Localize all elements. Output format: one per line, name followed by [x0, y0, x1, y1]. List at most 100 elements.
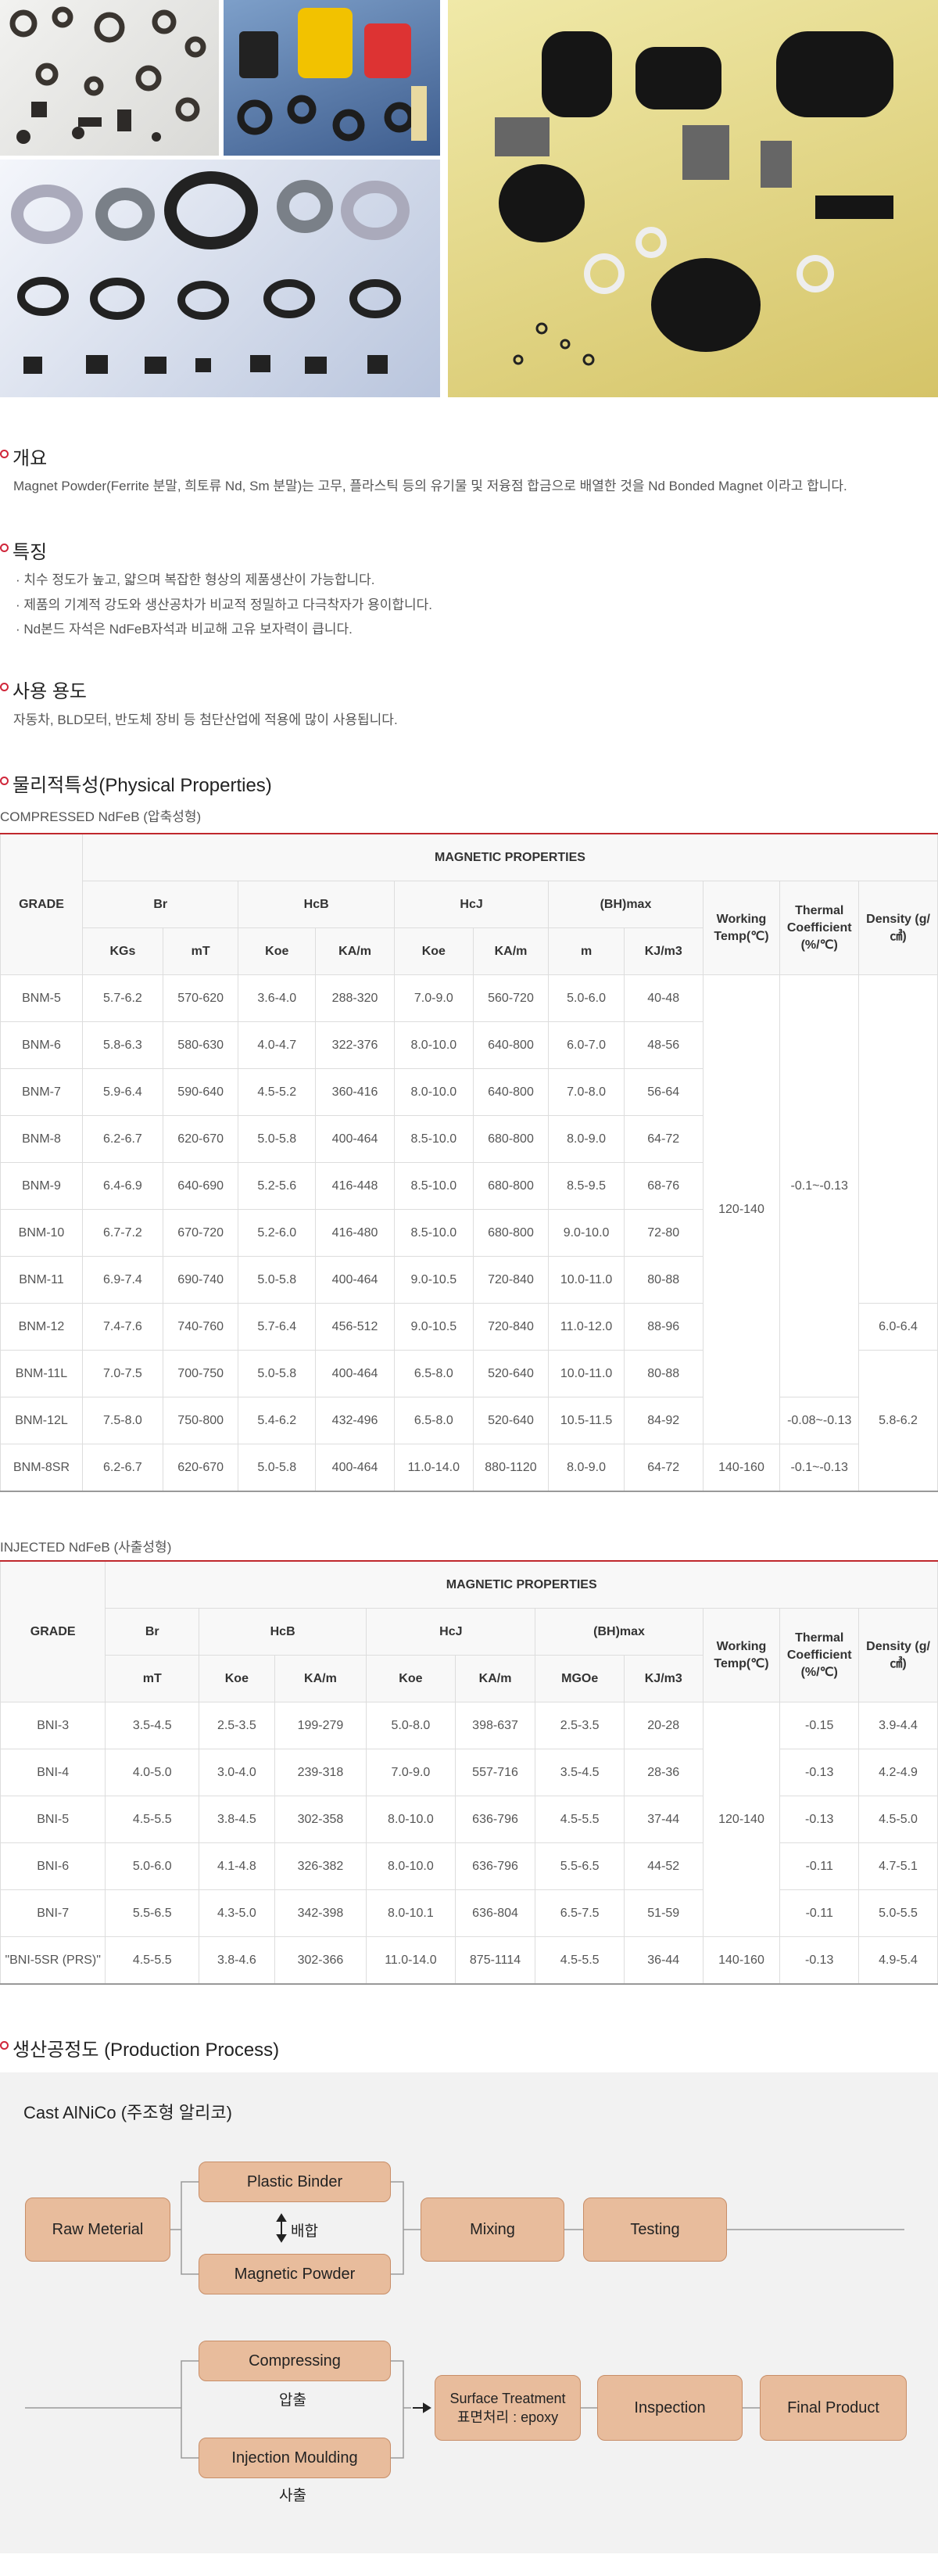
feature-item: · 제품의 기계적 강도와 생산공차가 비교적 정밀하고 다극착자가 용이합니다… — [16, 597, 433, 612]
header-cell: Thermal Coefficient (%/℃) — [779, 1608, 860, 1702]
value-cell: 8.5-10.0 — [393, 1162, 474, 1210]
value-cell: 7.0-8.0 — [548, 1068, 625, 1116]
value-cell: 5.0-8.0 — [366, 1702, 456, 1749]
value-cell: 51-59 — [623, 1889, 704, 1937]
value-cell: 6.9-7.4 — [81, 1256, 163, 1304]
value-cell: 4.5-5.0 — [858, 1796, 938, 1843]
header-row: GRADE MAGNETIC PROPERTIES — [0, 833, 938, 975]
table-body: BNM-5 5.7-6.2 570-620 3.6-4.0 288-320 7.0-9.0… — [0, 974, 938, 1492]
value-cell: 5.4-6.2 — [238, 1397, 317, 1444]
data-row: BNM-10 6.7-7.2 670-720 5.2-6.0 416-480 8.5-10… — [0, 1209, 938, 1257]
value-cell — [858, 974, 938, 1304]
value-cell: 7.5-8.0 — [81, 1397, 163, 1444]
value-cell: 7.0-9.0 — [366, 1749, 456, 1796]
value-cell: 520-640 — [472, 1350, 550, 1397]
process-step: Raw Meterial — [25, 2197, 170, 2262]
value-cell: 5.8-6.3 — [81, 1021, 163, 1069]
header-row: Br HcB HcJ (BH)max Working Temp(℃) Thermal Co… — [1, 1608, 938, 1702]
value-cell: 4.5-5.5 — [535, 1796, 625, 1843]
value-cell: 84-92 — [623, 1397, 704, 1444]
value-cell: 140-160 — [702, 1936, 781, 1985]
value-cell: 6.5-7.5 — [535, 1889, 625, 1937]
value-cell: 9.0-10.5 — [393, 1256, 474, 1304]
process-label: 압출 — [279, 2392, 306, 2409]
header-cell: GRADE — [0, 833, 83, 975]
photo-art — [495, 31, 893, 366]
value-cell: -0.15 — [779, 1702, 860, 1749]
value-cell: 416-448 — [315, 1162, 395, 1210]
value-cell: 9.0-10.5 — [393, 1303, 474, 1351]
value-cell: 8.5-10.0 — [393, 1115, 474, 1163]
grade-cell: BNM-11 — [0, 1256, 83, 1304]
grade-cell: BNI-4 — [0, 1749, 106, 1796]
value-cell: 6.4-6.9 — [81, 1162, 163, 1210]
header-cell: mT — [162, 927, 239, 975]
value-cell: 4.5-5.5 — [105, 1936, 200, 1985]
header-cell: (BH)max — [548, 881, 704, 928]
value-cell: 7.0-7.5 — [81, 1350, 163, 1397]
value-cell: -0.13 — [779, 1936, 860, 1985]
header-cell: KJ/m3 — [623, 927, 704, 975]
header-cell: MAGNETIC PROPERTIES — [105, 1560, 938, 1609]
value-cell: 416-480 — [315, 1209, 395, 1257]
value-cell: 8.0-9.0 — [548, 1115, 625, 1163]
data-row: BNI-6 5.0-6.0 4.1-4.8 326-382 8.0-10.0 636-79… — [0, 1842, 938, 1890]
value-cell: 11.0-14.0 — [393, 1444, 474, 1492]
value-cell: 5.5-6.5 — [535, 1842, 625, 1890]
value-cell: 6.2-6.7 — [81, 1444, 163, 1492]
value-cell: 4.0-5.0 — [105, 1749, 200, 1796]
overview-text: Magnet Powder(Ferrite 분말, 희토류 Nd, Sm 분말)… — [13, 479, 847, 493]
value-cell: 326-382 — [274, 1842, 367, 1890]
header-cell: (BH)max — [535, 1608, 704, 1656]
value-cell: 8.5-10.0 — [393, 1209, 474, 1257]
value-cell: 5.0-5.8 — [238, 1444, 317, 1492]
process-subtitle: Cast AlNiCo (주조형 알리코) — [23, 2103, 232, 2122]
value-cell: 5.2-5.6 — [238, 1162, 317, 1210]
process-step: Plastic Binder — [199, 2162, 391, 2202]
value-cell: 36-44 — [623, 1936, 704, 1985]
data-row: BNM-7 5.9-6.4 590-640 4.5-5.2 360-416 8.0-10.… — [0, 1068, 938, 1116]
header-cell: Thermal Coefficient (%/℃) — [779, 881, 860, 975]
value-cell: 20-28 — [623, 1702, 704, 1749]
table-body: BNI-3 3.5-4.5 2.5-3.5 199-279 5.0-8.0 398-637… — [0, 1702, 938, 1985]
value-cell: 80-88 — [623, 1256, 704, 1304]
header-cell: Density (g/㎤) — [858, 881, 938, 975]
grade-cell: BNM-7 — [0, 1068, 83, 1116]
value-cell: 636-804 — [454, 1889, 536, 1937]
value-cell: 72-80 — [623, 1209, 704, 1257]
value-cell: 3.0-4.0 — [199, 1749, 275, 1796]
value-cell: 560-720 — [472, 974, 550, 1022]
data-row: BNM-11L 7.0-7.5 700-750 5.0-5.8 400-464 6.5-8… — [0, 1350, 938, 1492]
header-cell: Density (g/㎤) — [858, 1608, 938, 1702]
value-cell: 3.8-4.6 — [199, 1936, 275, 1985]
value-cell: 44-52 — [623, 1842, 704, 1890]
header-cell: KJ/m3 — [623, 1655, 704, 1702]
table-caption: COMPRESSED NdFeB (압축성형) — [0, 809, 202, 824]
process-label: 배합 — [291, 2223, 318, 2240]
header-row: mT Koe KA/m Koe KA/m MGOe KJ/m3 — [1, 1655, 938, 1702]
value-cell: 5.0-6.0 — [105, 1842, 200, 1890]
value-cell: 11.0-12.0 — [548, 1303, 625, 1351]
value-cell: 4.5-5.5 — [105, 1796, 200, 1843]
value-cell: 400-464 — [315, 1444, 395, 1492]
value-cell: 8.0-10.1 — [366, 1889, 456, 1937]
value-cell: -0.08~-0.13 — [779, 1397, 860, 1444]
value-cell: 400-464 — [315, 1115, 395, 1163]
process-step: Surface Treatment 표면처리 : epoxy — [435, 2375, 581, 2441]
data-row: BNI-3 3.5-4.5 2.5-3.5 199-279 5.0-8.0 398-637… — [0, 1702, 938, 1937]
value-cell: 4.7-5.1 — [858, 1842, 938, 1890]
data-row: BNM-8 6.2-6.7 620-670 5.0-5.8 400-464 8.5-10.… — [0, 1115, 938, 1163]
data-row: BNM-12L 7.5-8.0 750-800 5.4-6.2 432-496 6.5-8… — [0, 1397, 938, 1444]
header-cell: Koe — [393, 927, 474, 975]
section-heading: 사용 용도 — [0, 676, 87, 703]
grade-cell: BNI-7 — [0, 1889, 106, 1937]
value-cell: 720-840 — [472, 1256, 550, 1304]
data-row: BNM-6 5.8-6.3 580-630 4.0-4.7 322-376 8.0-10.… — [0, 1021, 938, 1069]
value-cell: 10.0-11.0 — [548, 1256, 625, 1304]
value-cell: 4.2-4.9 — [858, 1749, 938, 1796]
header-cell: m — [548, 927, 625, 975]
process-connectors — [25, 2181, 904, 2459]
value-cell: 120-140 — [702, 974, 781, 1444]
header-cell: HcB — [199, 1608, 367, 1656]
